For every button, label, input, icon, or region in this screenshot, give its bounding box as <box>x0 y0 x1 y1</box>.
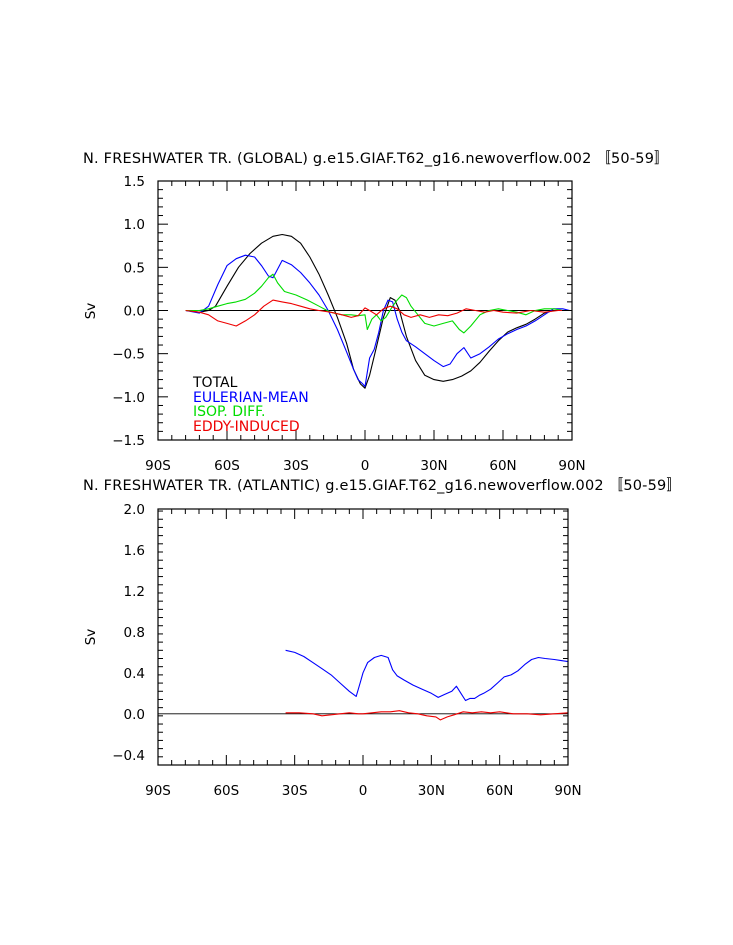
global-xtick-label: 60N <box>489 458 516 474</box>
global-ytick-label: −0.5 <box>112 347 145 363</box>
atlantic-series-eulerian-mean <box>285 649 569 702</box>
global-title: N. FRESHWATER TR. (GLOBAL) g.e15.GIAF.T6… <box>83 150 669 167</box>
atlantic-xtick-label: 0 <box>359 783 368 799</box>
atlantic-plot: −0.4 0.0 0.4 0.8 1.2 1.6 2.0 90S 60S 30S 0 30N 60N 90… <box>112 502 581 799</box>
atlantic-xtick-label: 30S <box>282 783 308 799</box>
atlantic-ytick-label: 0.0 <box>124 707 145 723</box>
atlantic-panel: N. FRESHWATER TR. (ATLANTIC) g.e15.GIAF.… <box>83 477 681 799</box>
atlantic-ytick-label: 0.8 <box>124 625 145 641</box>
global-xtick-label: 90N <box>558 458 585 474</box>
global-ytick-label: 0.0 <box>124 304 145 320</box>
global-xtick-label: 60S <box>214 458 240 474</box>
atlantic-frame <box>157 508 569 766</box>
global-xtick-label: 30N <box>420 458 447 474</box>
global-xtick-label: 90S <box>145 458 171 474</box>
global-series-eulerian-mean <box>185 254 570 388</box>
legend-eulerian-mean: EULERIAN-MEAN <box>193 390 309 406</box>
global-panel: N. FRESHWATER TR. (GLOBAL) g.e15.GIAF.T6… <box>83 150 669 474</box>
global-ytick-label: −1.0 <box>112 390 145 406</box>
global-ytick-label: −1.5 <box>112 433 145 449</box>
atlantic-xtick-label: 30N <box>418 783 445 799</box>
atlantic-xtick-label: 90S <box>145 783 171 799</box>
atlantic-xtick-label: 60N <box>486 783 513 799</box>
atlantic-xtick-label: 60S <box>213 783 239 799</box>
global-series-eddy-induced <box>185 299 570 327</box>
atlantic-ytick-label: 0.4 <box>124 666 145 682</box>
legend-total: TOTAL <box>192 375 238 391</box>
global-xtick-label: 30S <box>283 458 309 474</box>
atlantic-series-eddy-induced <box>285 710 569 721</box>
atlantic-ytick-label: 1.2 <box>124 584 145 600</box>
global-xtick-label: 0 <box>361 458 370 474</box>
global-series-isop-diff <box>185 273 570 334</box>
global-ylabel: Sv <box>83 303 99 320</box>
atlantic-ylabel: Sv <box>83 629 99 646</box>
legend-isop-diff: ISOP. DIFF. <box>193 404 265 420</box>
global-ytick-label: 0.5 <box>124 260 145 276</box>
global-plot: −1.5 −1.0 −0.5 0.0 0.5 1.0 1.5 90S 60S 30S 0 30N 60N… <box>112 174 585 474</box>
atlantic-ytick-label: 2.0 <box>124 502 145 518</box>
atlantic-title: N. FRESHWATER TR. (ATLANTIC) g.e15.GIAF.… <box>83 477 681 494</box>
atlantic-xtick-label: 90N <box>554 783 581 799</box>
global-ytick-label: 1.5 <box>124 174 145 190</box>
legend-eddy-induced: EDDY-INDUCED <box>193 419 300 435</box>
atlantic-ytick-label: 1.6 <box>124 543 145 559</box>
legend: TOTAL EULERIAN-MEAN ISOP. DIFF. EDDY-IND… <box>192 375 309 435</box>
global-ytick-label: 1.0 <box>124 217 145 233</box>
atlantic-ytick-label: −0.4 <box>112 748 145 764</box>
